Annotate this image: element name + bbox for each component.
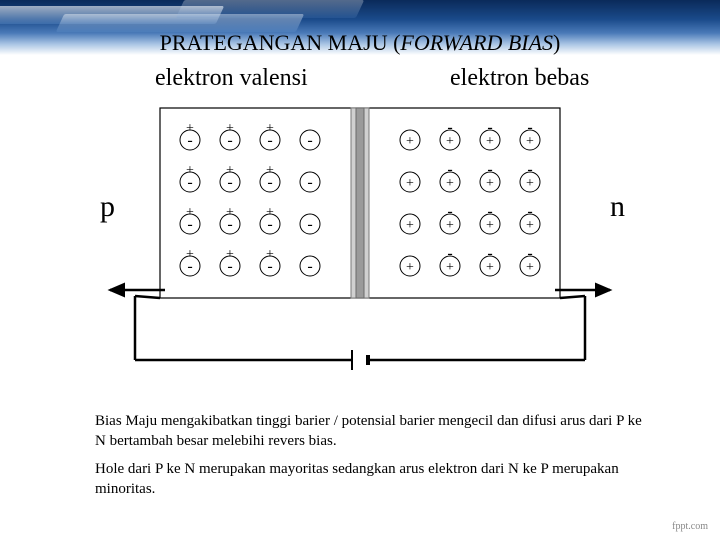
svg-text:+: + <box>446 134 454 149</box>
svg-text:+: + <box>526 176 534 191</box>
svg-text:+: + <box>266 163 274 178</box>
svg-text:-: - <box>447 245 452 262</box>
svg-text:+: + <box>266 121 274 136</box>
svg-text:-: - <box>447 119 452 136</box>
svg-text:-: - <box>307 132 312 149</box>
svg-text:+: + <box>406 260 414 275</box>
svg-text:+: + <box>526 218 534 233</box>
svg-text:+: + <box>226 247 234 262</box>
label-elektron-bebas: elektron bebas <box>450 65 589 92</box>
svg-text:-: - <box>527 245 532 262</box>
svg-text:+: + <box>526 260 534 275</box>
svg-text:+: + <box>486 134 494 149</box>
svg-text:-: - <box>307 258 312 275</box>
svg-text:+: + <box>406 176 414 191</box>
svg-text:-: - <box>487 161 492 178</box>
pn-junction-diagram: -+-+-+--+-+-+--+-+-+--+-+-+-++-+-+-++-+-… <box>0 100 720 400</box>
svg-text:-: - <box>447 203 452 220</box>
svg-text:+: + <box>186 205 194 220</box>
svg-text:+: + <box>486 218 494 233</box>
svg-text:-: - <box>307 216 312 233</box>
svg-text:-: - <box>487 203 492 220</box>
svg-text:+: + <box>186 247 194 262</box>
svg-text:+: + <box>266 247 274 262</box>
svg-text:-: - <box>487 245 492 262</box>
svg-text:+: + <box>446 260 454 275</box>
svg-text:+: + <box>186 163 194 178</box>
svg-text:+: + <box>226 121 234 136</box>
paragraph-2: Hole dari P ke N merupakan mayoritas sed… <box>95 460 655 499</box>
title-close: ) <box>553 30 560 55</box>
svg-text:+: + <box>486 176 494 191</box>
svg-text:+: + <box>406 218 414 233</box>
svg-text:+: + <box>486 260 494 275</box>
svg-text:+: + <box>226 205 234 220</box>
footer-attribution: fppt.com <box>672 521 708 532</box>
svg-text:+: + <box>186 121 194 136</box>
svg-text:-: - <box>527 119 532 136</box>
svg-text:+: + <box>266 205 274 220</box>
svg-text:-: - <box>307 174 312 191</box>
svg-text:+: + <box>446 218 454 233</box>
paragraph-1: Bias Maju mengakibatkan tinggi barier / … <box>95 412 655 451</box>
svg-text:-: - <box>527 161 532 178</box>
svg-text:-: - <box>487 119 492 136</box>
title-italic: FORWARD BIAS <box>400 30 553 55</box>
title-plain: PRATEGANGAN MAJU ( <box>160 30 401 55</box>
svg-text:+: + <box>226 163 234 178</box>
svg-text:-: - <box>527 203 532 220</box>
svg-text:+: + <box>526 134 534 149</box>
slide-title: PRATEGANGAN MAJU (FORWARD BIAS) <box>0 30 720 56</box>
svg-text:+: + <box>406 134 414 149</box>
label-elektron-valensi: elektron valensi <box>155 65 308 92</box>
svg-text:-: - <box>447 161 452 178</box>
svg-text:+: + <box>446 176 454 191</box>
